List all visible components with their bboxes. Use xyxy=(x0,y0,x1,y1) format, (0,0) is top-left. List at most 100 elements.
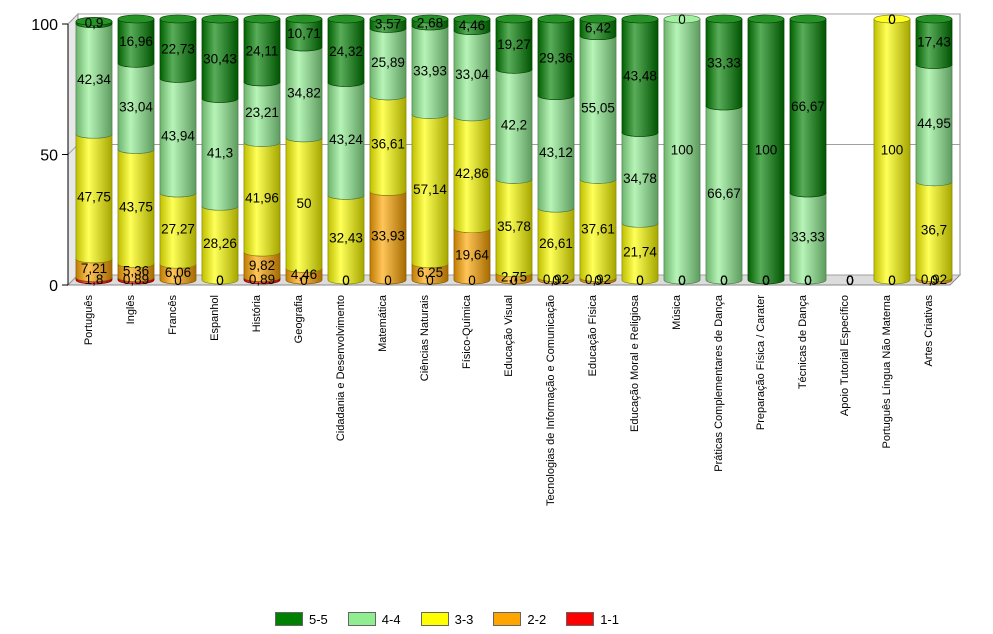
bar-segment xyxy=(117,62,155,154)
data-label: 0 xyxy=(594,273,602,288)
data-label: 0 xyxy=(720,273,728,288)
bar-segment xyxy=(327,82,365,200)
data-label: 33,04 xyxy=(455,67,489,82)
bar-segment-top xyxy=(705,14,743,24)
bar-segment-top xyxy=(285,14,323,24)
data-label: 33,93 xyxy=(413,63,447,78)
category-label: Português xyxy=(83,295,95,346)
y-tick-label: 100 xyxy=(31,17,58,34)
data-label: 0 xyxy=(762,273,770,288)
bar-segment-top xyxy=(75,17,113,26)
bar-segment xyxy=(411,114,449,268)
bar-segment xyxy=(369,191,407,285)
bar-segment xyxy=(453,116,491,234)
data-label: 0,9 xyxy=(85,16,104,31)
bar-segment xyxy=(285,137,323,273)
bar-segment xyxy=(75,23,113,139)
data-label: 0 xyxy=(762,273,770,288)
data-label: 0 xyxy=(846,273,854,288)
y-tick-label: 50 xyxy=(40,148,58,165)
data-label: 0 xyxy=(678,273,686,288)
data-label: 100 xyxy=(881,143,904,158)
data-label: 33,33 xyxy=(791,230,825,245)
bar-segment xyxy=(621,222,659,285)
bar-segment xyxy=(243,142,281,257)
data-label: 0,89 xyxy=(123,272,149,287)
bar-segment xyxy=(915,18,953,69)
data-label: 57,14 xyxy=(413,182,447,197)
data-label: 6,25 xyxy=(417,265,443,280)
bar-segment xyxy=(915,181,953,282)
bar-segment xyxy=(453,18,491,35)
category-label: Geografia xyxy=(293,294,305,343)
legend-item: 1-1 xyxy=(566,612,619,627)
category-label: Educação Física xyxy=(587,294,599,376)
bar-segment xyxy=(873,18,911,285)
data-label: 43,75 xyxy=(119,200,153,215)
legend-label: 3-3 xyxy=(454,611,474,627)
bar-segment xyxy=(285,46,323,143)
bar-segment xyxy=(411,263,449,285)
data-label: 6,06 xyxy=(165,265,191,280)
data-label: 42,34 xyxy=(77,72,111,87)
bar-segment-top xyxy=(243,14,281,24)
bar-segment-top xyxy=(747,14,785,24)
data-label: 2,68 xyxy=(417,15,443,30)
data-label: 0 xyxy=(930,273,938,288)
bar-segment xyxy=(369,95,407,196)
data-label: 43,94 xyxy=(161,129,195,144)
data-label: 0 xyxy=(804,273,812,288)
data-label: 34,78 xyxy=(623,171,657,186)
data-label: 1,8 xyxy=(85,272,104,287)
category-label: Música xyxy=(671,294,683,330)
data-label: 34,82 xyxy=(287,85,321,100)
data-label: 0,89 xyxy=(249,272,275,287)
bar-segment xyxy=(369,28,407,101)
data-label: 0 xyxy=(342,273,350,288)
bar-segment xyxy=(285,268,323,285)
bar-segment xyxy=(747,18,785,285)
bar-segment xyxy=(159,192,197,269)
data-label: 43,12 xyxy=(539,145,573,160)
legend-swatch xyxy=(275,612,303,626)
legend-item: 3-3 xyxy=(420,611,474,627)
data-label: 0 xyxy=(846,273,854,288)
data-label: 0 xyxy=(174,273,182,288)
bar-segment xyxy=(537,207,575,282)
data-label: 43,24 xyxy=(329,132,363,147)
data-label: 0 xyxy=(300,273,308,288)
data-label: 50 xyxy=(296,196,311,211)
data-label: 0 xyxy=(888,12,896,27)
bar-segment-top xyxy=(201,14,239,24)
data-label: 24,32 xyxy=(329,44,363,59)
data-label: 19,27 xyxy=(497,37,531,52)
legend-swatch xyxy=(420,612,449,626)
bar-segment xyxy=(159,78,197,198)
data-label: 33,04 xyxy=(119,99,153,114)
bar-segment xyxy=(915,64,953,187)
data-label: 66,67 xyxy=(791,99,825,114)
data-label: 29,36 xyxy=(539,50,573,65)
category-label: Educação Visual xyxy=(503,295,515,377)
data-label: 17,43 xyxy=(917,35,951,50)
bar-segment xyxy=(243,81,281,147)
category-label: Cidadania e Desenvolvimento xyxy=(335,295,347,441)
legend-swatch xyxy=(493,612,522,626)
data-label: 33,33 xyxy=(707,55,741,70)
data-label: 9,82 xyxy=(249,258,275,273)
bar-segment xyxy=(705,105,743,285)
bar-segment xyxy=(411,25,449,119)
data-label: 43,48 xyxy=(623,69,657,84)
category-label: Apoio Tutorial Específico xyxy=(839,295,851,416)
category-label: Matemática xyxy=(377,294,389,352)
data-label: 10,71 xyxy=(287,26,321,41)
bar-segment xyxy=(579,35,617,184)
gridline-side xyxy=(67,13,79,25)
data-label: 0 xyxy=(216,273,224,288)
data-label: 35,78 xyxy=(497,219,531,234)
data-label: 0 xyxy=(552,273,560,288)
data-label: 0 xyxy=(636,273,644,288)
data-label: 24,11 xyxy=(246,43,279,58)
data-label: 16,96 xyxy=(119,34,153,49)
category-label: Português Língua Não Materna xyxy=(881,294,893,448)
